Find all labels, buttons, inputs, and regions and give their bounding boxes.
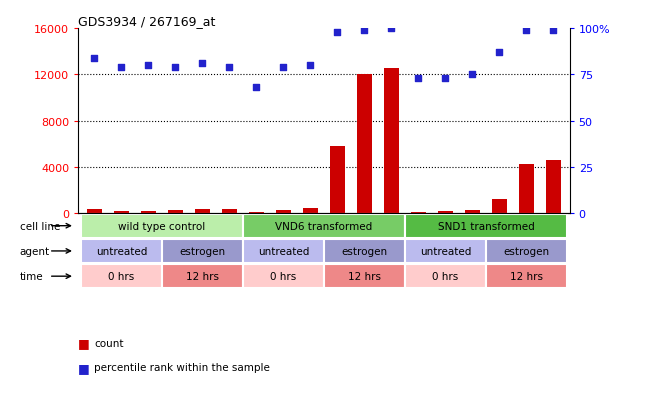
Bar [222,210,237,214]
Text: untreated: untreated [420,246,471,256]
Bar [405,264,486,289]
Point [386,26,396,32]
Bar [405,239,486,263]
Bar [243,239,324,263]
Point [467,72,478,78]
Bar [303,209,318,214]
Text: count: count [94,338,124,348]
Bar [384,69,399,214]
Bar [324,239,405,263]
Point [521,27,532,34]
Text: estrogen: estrogen [503,246,549,256]
Point [251,85,262,91]
Bar [330,147,345,214]
Point [413,76,424,82]
Point [224,64,234,71]
Bar [249,213,264,214]
Bar [243,264,324,289]
Bar [519,165,534,214]
Bar [81,239,162,263]
Text: 0 hrs: 0 hrs [108,271,135,282]
Bar [243,214,405,238]
Point [359,27,370,34]
Bar [195,209,210,214]
Text: ■: ■ [78,361,90,374]
Bar [162,264,243,289]
Text: SND1 transformed: SND1 transformed [437,221,534,231]
Bar [486,264,567,289]
Point [278,64,288,71]
Bar [81,264,162,289]
Point [143,62,154,69]
Text: 12 hrs: 12 hrs [510,271,543,282]
Text: 0 hrs: 0 hrs [270,271,296,282]
Text: cell line: cell line [20,221,60,231]
Bar [405,214,567,238]
Bar [438,211,453,214]
Text: ■: ■ [78,336,90,349]
Bar [81,214,243,238]
Text: VND6 transformed: VND6 transformed [275,221,372,231]
Bar [168,210,183,214]
Text: untreated: untreated [96,246,147,256]
Point [116,64,126,71]
Point [548,27,559,34]
Bar [465,211,480,214]
Bar [324,264,405,289]
Bar [546,161,561,214]
Text: 12 hrs: 12 hrs [348,271,381,282]
Text: 12 hrs: 12 hrs [186,271,219,282]
Bar [411,212,426,214]
Bar [486,239,567,263]
Bar [492,200,507,214]
Text: percentile rank within the sample: percentile rank within the sample [94,363,270,373]
Text: untreated: untreated [258,246,309,256]
Bar [114,211,129,214]
Text: estrogen: estrogen [341,246,387,256]
Text: wild type control: wild type control [118,221,206,231]
Point [89,55,100,62]
Point [494,50,505,56]
Point [197,61,208,67]
Bar [141,211,156,214]
Bar [276,210,291,214]
Point [332,29,342,36]
Bar [162,239,243,263]
Bar [357,75,372,214]
Text: agent: agent [20,246,49,256]
Point [305,62,316,69]
Text: 0 hrs: 0 hrs [432,271,458,282]
Point [440,76,450,82]
Text: time: time [20,271,43,282]
Bar [87,209,102,214]
Text: GDS3934 / 267169_at: GDS3934 / 267169_at [78,15,215,28]
Text: estrogen: estrogen [179,246,225,256]
Point [170,64,180,71]
